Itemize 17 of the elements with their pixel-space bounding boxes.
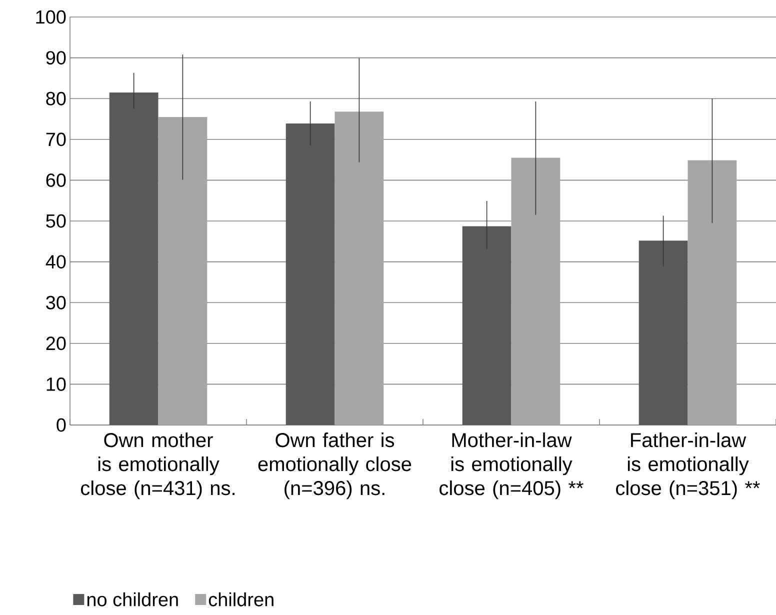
legend-label: children (208, 592, 274, 606)
y-tick-label: 50 (46, 214, 66, 228)
y-tick-label: 20 (46, 336, 66, 350)
x-tick-label: Mother-in-law is emotionally close (n=405) ** (440, 432, 584, 500)
y-tick-label: 70 (46, 132, 66, 146)
y-tick-label: 40 (46, 255, 66, 269)
y-tick-label: 30 (46, 296, 66, 310)
y-tick-label: 100 (36, 10, 66, 24)
x-tick-label: Own father is emotionally close (n=396) ns. (258, 432, 412, 500)
x-tick-label: Father-in-law is emotionally close (n=351) ** (616, 432, 760, 500)
y-tick-label: 0 (56, 418, 66, 432)
y-tick-label: 60 (46, 173, 66, 187)
y-tick-label: 10 (46, 377, 66, 391)
x-tick-label: Own mother is emotionally close (n=431) ns. (80, 432, 234, 500)
y-tick-label: 90 (46, 51, 66, 65)
y-tick-label: 80 (46, 92, 66, 106)
legend-label: no children (87, 592, 178, 606)
